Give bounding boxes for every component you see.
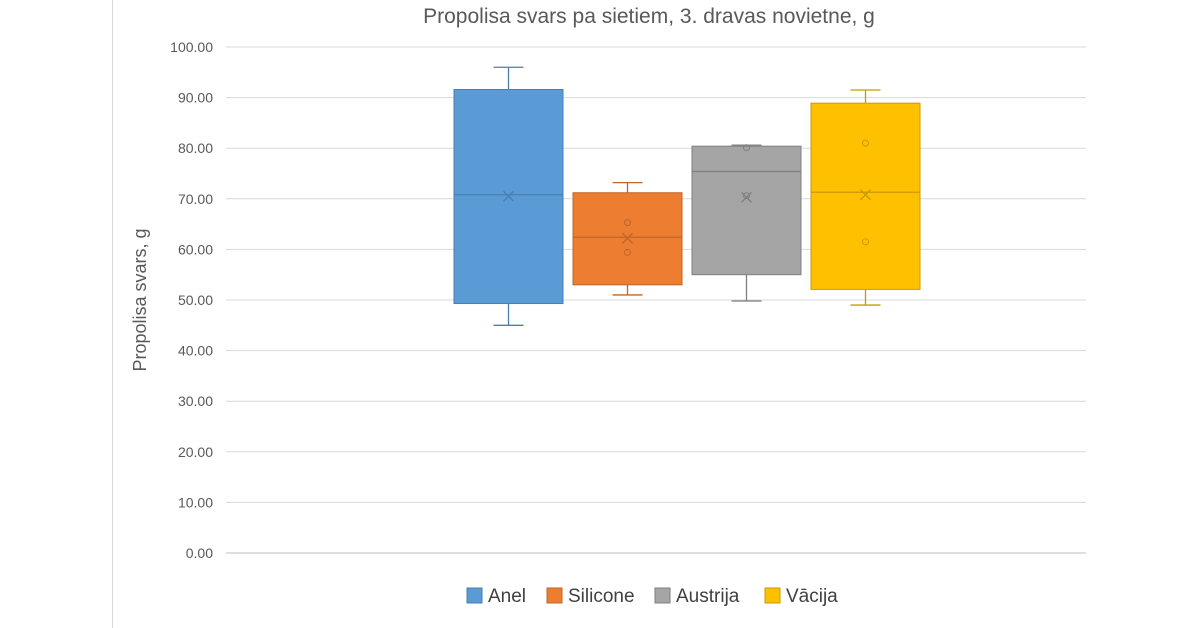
y-tick-label: 20.00 (178, 444, 213, 460)
legend-label: Austrija (676, 586, 740, 607)
box-austrija (691, 144, 802, 302)
gridlines (226, 46, 1086, 554)
data-point (743, 144, 750, 152)
legend-item-anel: Anel (466, 586, 526, 607)
y-axis-title: Propolisa svars, g (130, 228, 150, 371)
iqr-box (810, 102, 921, 290)
y-tick-label: 10.00 (178, 494, 213, 510)
data-point (624, 219, 631, 227)
legend-swatch (546, 587, 563, 604)
y-tick-label: 70.00 (178, 191, 213, 207)
data-point (862, 238, 869, 246)
box-vācija (810, 89, 921, 306)
legend-label: Vācija (786, 586, 838, 607)
data-point (862, 139, 869, 147)
legend-item-austrija: Austrija (654, 586, 740, 607)
y-tick-label: 60.00 (178, 241, 213, 257)
mean-marker (503, 190, 514, 202)
data-point (624, 248, 631, 256)
chart-title: Propolisa svars pa sietiem, 3. dravas no… (423, 5, 875, 28)
mean-marker (622, 232, 633, 244)
y-tick-label: 40.00 (178, 343, 213, 359)
legend-swatch (764, 587, 781, 604)
box-anel (453, 66, 564, 326)
box-silicone (572, 181, 683, 296)
y-tick-label: 80.00 (178, 140, 213, 156)
legend-swatch (466, 587, 483, 604)
legend-item-silicone: Silicone (546, 586, 635, 607)
mean-marker (741, 191, 752, 203)
legend-item-vācija: Vācija (764, 586, 838, 607)
legend-label: Silicone (568, 586, 635, 607)
mean-marker (860, 189, 871, 201)
iqr-box (691, 145, 802, 276)
legend-label: Anel (488, 586, 526, 607)
legend-swatch (654, 587, 671, 604)
y-tick-label: 100.00 (170, 39, 213, 55)
y-tick-label: 90.00 (178, 90, 213, 106)
y-tick-label: 50.00 (178, 292, 213, 308)
data-point (743, 192, 750, 200)
y-tick-label: 30.00 (178, 393, 213, 409)
legend: Anel Silicone Austrija Vācija (466, 586, 838, 607)
y-tick-label: 0.00 (186, 545, 213, 561)
y-axis-tick-labels: 0.00 10.00 20.00 30.00 40.00 50.00 60.00 70.00 8… (170, 39, 213, 561)
box-series (453, 66, 921, 326)
frame-border (112, 0, 113, 628)
